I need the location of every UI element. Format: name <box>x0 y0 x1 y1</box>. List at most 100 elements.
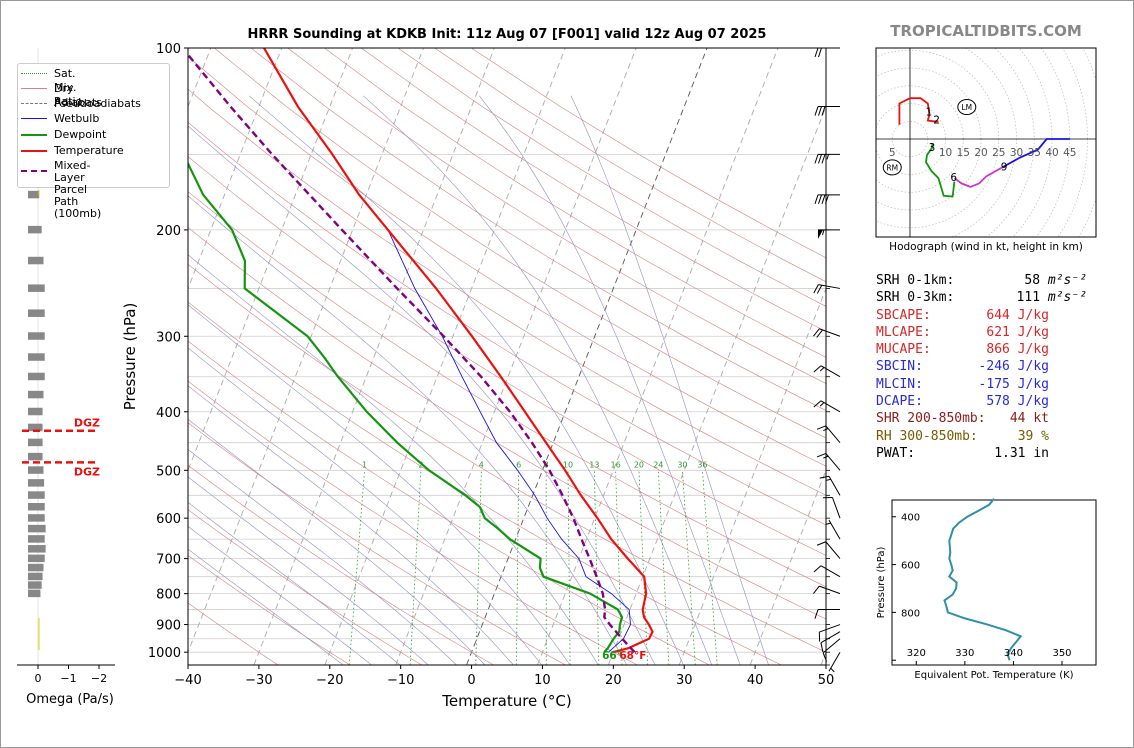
omega-bar <box>28 390 44 399</box>
barb-staff <box>820 400 841 413</box>
param-value: 39 % <box>1018 428 1049 445</box>
omega-bar <box>28 438 43 447</box>
param-label: MLCAPE: <box>876 324 931 340</box>
omega-bar <box>28 589 41 598</box>
param-value: 58 m²s⁻² <box>1024 272 1087 289</box>
moist-adiabat <box>188 526 372 665</box>
y-tick-label: 200 <box>156 224 181 239</box>
isotherm <box>749 469 826 665</box>
isotherm <box>324 48 566 665</box>
wind-barb <box>818 229 840 239</box>
hodo-ring-label: 40 <box>1045 147 1058 159</box>
x-tick-label: 40 <box>747 673 764 688</box>
barb-half <box>830 667 835 673</box>
x-tick-label: −20 <box>316 673 343 688</box>
dry-adiabat <box>188 555 351 665</box>
isotherm <box>188 48 424 654</box>
wind-barb <box>813 585 841 595</box>
wind-barb <box>814 106 840 116</box>
hodo-ring-label: 10 <box>939 147 952 159</box>
omega-bar <box>28 190 40 199</box>
param-value: 621 J/kg <box>986 324 1049 341</box>
omega-bar <box>28 256 44 265</box>
param-label: SBCAPE: <box>876 307 931 323</box>
omega-bar <box>28 423 43 432</box>
mixing-ratio-label: 36 <box>697 460 707 469</box>
barb-half <box>825 478 831 481</box>
mixing-ratio-label: 6 <box>516 460 521 469</box>
wind-barb <box>816 452 841 471</box>
param-label: SBCIN: <box>876 359 923 375</box>
hodo-ring-label: 35 <box>1028 147 1041 159</box>
omega-bar <box>28 535 45 543</box>
theta-e-x-tick-label: 320 <box>907 648 926 659</box>
wind-barb <box>813 400 841 413</box>
omega-bar <box>28 502 45 511</box>
isotherm <box>188 48 354 472</box>
wetbulb-line <box>387 229 631 653</box>
param-number: 578 J/kg <box>986 394 1049 410</box>
dgz-label: DGZ <box>74 465 100 478</box>
wind-barb <box>814 153 840 164</box>
barb-full <box>822 652 828 662</box>
hodo-height-label: 1 <box>925 106 932 118</box>
barb-full <box>818 194 822 205</box>
theta-e-y-tick-label: 800 <box>901 608 920 619</box>
theta-e-y-tick-label: 400 <box>901 513 920 524</box>
barb-staff <box>820 365 841 378</box>
barb-full <box>816 284 823 294</box>
barb-full <box>814 154 819 164</box>
param-value: 111 m²s⁻² <box>1017 289 1087 306</box>
param-value: 578 J/kg <box>986 393 1049 410</box>
barb-full <box>816 329 824 338</box>
dry-adiabat <box>361 48 826 332</box>
hodo-ring-label: 25 <box>992 147 1005 159</box>
barb-full <box>814 106 819 116</box>
omega-bar <box>28 466 44 474</box>
omega-bar <box>28 572 43 581</box>
mixing-ratio-line <box>615 470 623 665</box>
barb-full <box>820 642 824 653</box>
barb-staff <box>819 624 841 633</box>
omega-bar <box>28 491 45 499</box>
mixing-ratio-line <box>593 470 600 665</box>
y-tick-label: 400 <box>156 406 181 421</box>
wind-barb <box>814 609 840 619</box>
barb-full <box>814 47 819 58</box>
param-label: PWAT: <box>876 445 916 461</box>
y-tick-label: 300 <box>156 330 181 345</box>
barb-full <box>814 194 819 205</box>
wind-barb <box>814 194 840 205</box>
y-tick-label: 900 <box>156 619 181 634</box>
dry-adiabat <box>188 422 566 665</box>
legend-label: Wetbulb <box>54 112 100 125</box>
wind-barb <box>828 651 841 673</box>
parcel-path-line <box>188 52 636 654</box>
wind-barb <box>822 638 841 662</box>
barb-half <box>823 455 829 459</box>
param-value: -175 J/kg <box>979 376 1049 393</box>
omega-bar <box>28 225 42 234</box>
storm-motion-marker <box>957 99 977 116</box>
mixing-ratio-label: 13 <box>589 460 599 469</box>
mixing-ratio-label: 16 <box>611 460 621 469</box>
dry-adiabat <box>287 48 826 384</box>
moist-adiabat <box>188 502 401 665</box>
storm-motion-marker <box>882 159 902 176</box>
wind-barb <box>813 328 841 338</box>
param-number: 58 <box>1024 273 1041 288</box>
moist-adiabat <box>188 448 457 665</box>
omega-bar <box>28 309 45 317</box>
barb-full <box>816 452 827 458</box>
dry-adiabat <box>188 301 782 665</box>
y-tick-label: 100 <box>156 42 181 57</box>
moist-adiabat <box>188 125 656 665</box>
x-tick-label: 0 <box>467 673 475 688</box>
isotherm <box>678 287 826 665</box>
dry-adiabat <box>188 88 826 496</box>
barb-half <box>819 402 825 407</box>
dry-adiabat <box>397 48 826 307</box>
param-value: -246 J/kg <box>979 358 1049 375</box>
storm-motion-label: RM <box>886 163 898 172</box>
site-brand: TROPICALTIDBITS.COM <box>890 22 1082 40</box>
